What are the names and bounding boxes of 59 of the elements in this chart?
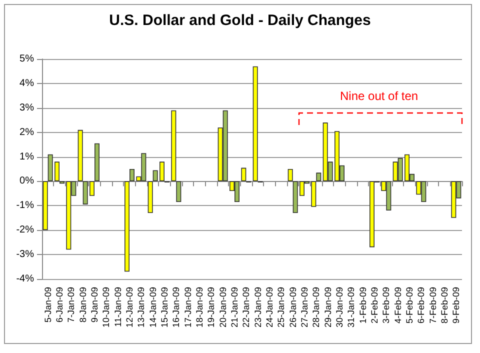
bar [288,169,293,182]
x-tick-label: 7-Feb-09 [428,287,438,324]
x-tick-label: 10-Jan-09 [101,287,112,328]
x-tick-label: 9-Jan-09 [90,287,100,323]
x-tick-label: 3-Feb-09 [381,287,392,324]
x-tick-label: 26-Jan-09 [288,287,298,328]
y-tick-label: -1% [16,200,34,212]
y-tick-label: 1% [20,151,34,162]
x-tick-label: 11-Jan-09 [112,287,123,327]
x-tick-label: 8-Jan-09 [78,287,88,323]
y-tick-label: 0% [20,176,34,187]
x-tick-label: 17-Jan-09 [182,287,193,328]
x-tick-label: 15-Jan-09 [160,287,170,328]
y-tick-label: -2% [16,224,34,236]
x-tick-label: 5-Feb-09 [404,287,414,324]
x-tick-label: 1-Feb-09 [358,287,368,324]
chart-title: U.S. Dollar and Gold - Daily Changes [109,12,371,29]
x-tick-label: 28-Jan-09 [311,287,322,328]
x-tick-label: 25-Jan-09 [276,287,286,328]
bar [252,66,258,182]
x-tick-label: 9-Feb-09 [451,287,462,324]
x-tick-label: 2-Feb-09 [370,287,380,324]
bar [78,130,83,182]
bar [171,110,176,182]
bar [316,172,322,182]
x-tick-label: 6-Jan-09 [54,287,64,323]
y-tick-label: 2% [20,126,34,138]
x-tick-label: 13-Jan-09 [136,287,146,328]
y-tick-label: 5% [20,54,34,64]
bar [176,181,182,202]
x-tick-label: 29-Jan-09 [322,287,333,328]
x-tick-label: 6-Feb-09 [416,287,426,324]
x-tick-label: 14-Jan-09 [148,287,158,328]
x-tick-label: 30-Jan-09 [334,287,344,328]
x-tick-label: 4-Feb-09 [392,287,403,324]
x-tick-label: 18-Jan-09 [194,287,204,328]
bar [42,181,48,230]
y-tick-label: 3% [20,102,34,114]
x-tick-label: 16-Jan-09 [171,287,182,328]
bar [148,181,153,213]
x-tick-label: 5-Jan-09 [42,287,53,323]
x-tick-label: 7-Jan-09 [66,287,76,323]
annotation: Nine out of ten [340,89,418,103]
y-tick-label: -4% [16,274,34,284]
y-tick-label: -3% [16,249,34,260]
x-tick-label: 23-Jan-09 [252,287,263,328]
x-tick-label: 27-Jan-09 [300,287,310,328]
x-tick-label: 24-Jan-09 [264,287,274,328]
y-tick-label: 4% [20,78,34,89]
bar [124,181,130,272]
x-tick-label: 31-Jan-09 [346,287,356,328]
x-tick-label: 20-Jan-09 [218,287,228,328]
x-tick-label: 22-Jan-09 [241,287,252,328]
x-tick-label: 19-Jan-09 [206,287,216,328]
x-tick-label: 21-Jan-09 [230,287,240,328]
bar [241,168,246,182]
bar [94,143,100,182]
x-tick-label: 8-Feb-09 [440,287,450,324]
x-tick-label: 12-Jan-09 [124,287,134,328]
